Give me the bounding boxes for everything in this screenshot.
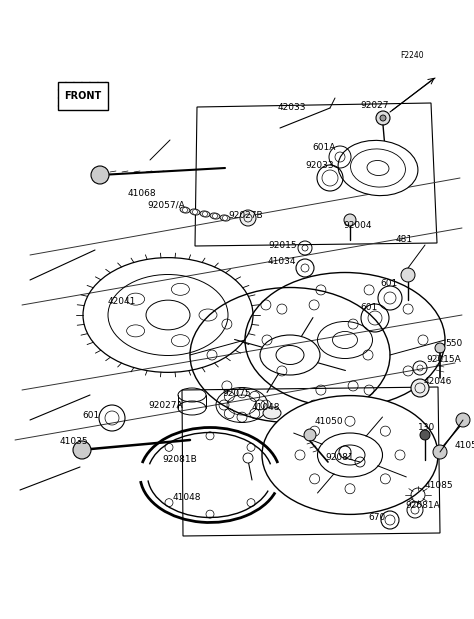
Text: 601: 601 <box>380 279 397 287</box>
Text: 92015A: 92015A <box>426 355 461 365</box>
Circle shape <box>433 445 447 459</box>
Text: 92081: 92081 <box>325 454 354 462</box>
Circle shape <box>380 115 386 121</box>
Circle shape <box>222 215 228 220</box>
Circle shape <box>435 343 445 353</box>
Text: 601: 601 <box>82 412 99 420</box>
Text: 550: 550 <box>445 339 462 347</box>
Text: 92075: 92075 <box>222 389 251 397</box>
Text: 42033: 42033 <box>278 103 307 113</box>
Ellipse shape <box>263 407 281 419</box>
Text: 41048: 41048 <box>173 493 201 503</box>
Text: 130: 130 <box>418 423 435 431</box>
Ellipse shape <box>190 209 200 215</box>
Circle shape <box>91 166 109 184</box>
Text: 41053: 41053 <box>455 441 474 449</box>
Ellipse shape <box>200 211 210 217</box>
Text: FRONT: FRONT <box>64 91 101 101</box>
Text: 92057/A: 92057/A <box>147 201 185 209</box>
Circle shape <box>376 111 390 125</box>
Text: 41048: 41048 <box>252 404 281 412</box>
Text: 92004: 92004 <box>343 220 372 230</box>
Ellipse shape <box>220 215 230 221</box>
Circle shape <box>202 212 208 217</box>
Circle shape <box>401 268 415 282</box>
Text: 42046: 42046 <box>424 378 452 386</box>
Circle shape <box>182 207 188 212</box>
Circle shape <box>73 441 91 459</box>
Text: 41035: 41035 <box>60 438 89 446</box>
Ellipse shape <box>338 141 418 196</box>
Text: 92027: 92027 <box>360 100 389 110</box>
Ellipse shape <box>210 213 220 219</box>
Text: 92081A: 92081A <box>405 501 440 509</box>
Text: 92033: 92033 <box>305 160 334 170</box>
Circle shape <box>420 430 430 440</box>
Circle shape <box>243 453 253 463</box>
Text: 601: 601 <box>360 303 377 313</box>
Text: 670: 670 <box>368 514 385 522</box>
Circle shape <box>344 214 356 226</box>
Bar <box>58 82 108 110</box>
Ellipse shape <box>262 396 438 514</box>
Circle shape <box>304 429 316 441</box>
Ellipse shape <box>180 207 190 213</box>
Circle shape <box>411 379 429 397</box>
Text: 92027A: 92027A <box>148 400 182 410</box>
Text: 42041: 42041 <box>108 298 137 306</box>
Circle shape <box>212 214 218 219</box>
Text: 92081B: 92081B <box>162 456 197 464</box>
Text: 41085: 41085 <box>425 480 454 490</box>
Text: 41068: 41068 <box>128 189 156 197</box>
Circle shape <box>456 413 470 427</box>
Text: F2240: F2240 <box>400 51 424 61</box>
Text: 41034: 41034 <box>268 258 297 267</box>
Text: 92015: 92015 <box>268 241 297 249</box>
Circle shape <box>192 209 198 215</box>
Text: 481: 481 <box>396 235 413 245</box>
Text: 41050: 41050 <box>315 417 344 426</box>
Circle shape <box>240 210 256 226</box>
Text: 92027B: 92027B <box>228 210 263 220</box>
Text: 601A: 601A <box>312 144 336 152</box>
